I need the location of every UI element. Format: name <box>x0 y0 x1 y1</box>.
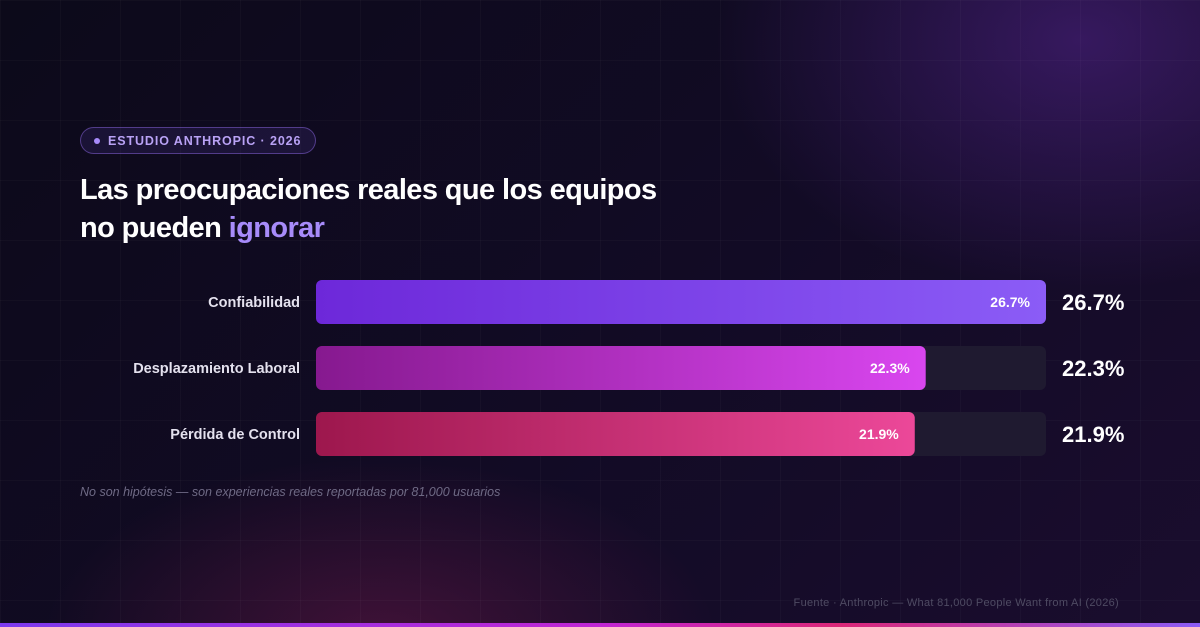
badge-dot-icon <box>94 137 100 144</box>
value-label: 26.7% <box>1062 290 1124 315</box>
bar-value-label: 22.3% <box>870 360 910 376</box>
footnote: No son hipótesis — son experiencias real… <box>80 485 501 499</box>
bar <box>316 280 1046 324</box>
bottom-accent-bar <box>0 623 1200 627</box>
bar-value-label: 26.7% <box>990 294 1030 310</box>
bar <box>316 412 915 456</box>
title-line-1: Las preocupaciones reales que los equipo… <box>80 174 657 206</box>
category-label: Confiabilidad <box>208 295 300 311</box>
category-label: Desplazamiento Laboral <box>133 361 300 377</box>
value-label: 21.9% <box>1062 422 1124 447</box>
title-accent-word: ignorar <box>228 212 325 244</box>
category-label: Pérdida de Control <box>170 427 300 443</box>
study-badge: ESTUDIO ANTHROPIC · 2026 <box>80 127 317 154</box>
value-label: 22.3% <box>1062 356 1124 381</box>
badge-label: ESTUDIO ANTHROPIC · 2026 <box>108 133 302 148</box>
title-line-2-prefix: no pueden <box>80 212 229 244</box>
source-citation: Fuente · Anthropic — What 81,000 People … <box>793 597 1119 609</box>
bar-value-label: 21.9% <box>859 426 899 442</box>
chart-title: Las preocupaciones reales que los equipo… <box>80 171 657 247</box>
bar <box>316 346 926 390</box>
